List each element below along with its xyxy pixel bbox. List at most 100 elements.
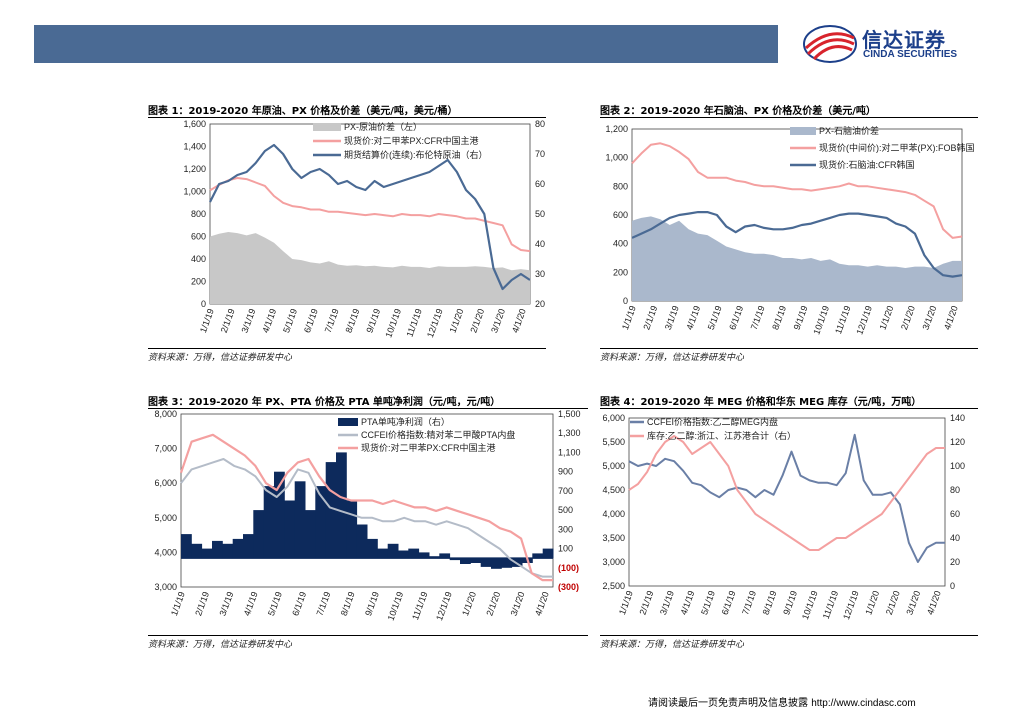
chart-1-ytick-right: 40 — [535, 239, 545, 249]
chart-3-ytick-right: 1,500 — [558, 410, 581, 419]
chart-1-ytick-left: 1,000 — [183, 187, 206, 197]
footer-url[interactable]: http://www.cindasc.com — [811, 698, 916, 709]
chart-panel-2: 图表 2：2019-2020 年石脑油、PX 价格及价差（美元/吨） 0 200 4… — [600, 102, 978, 364]
chart-2-xtick: 11/1/19 — [833, 304, 852, 335]
chart-1-xtick: 6/1/19 — [302, 307, 320, 334]
chart-1-title-rule — [148, 117, 546, 118]
chart-1-ytick-right: 50 — [535, 209, 545, 219]
chart-panel-4: 图表 4：2019-2020 年 MEG 价格和华东 MEG 库存（元/吨，万吨… — [600, 393, 978, 651]
chart-4-source: 资料来源：万得，信达证券研发中心 — [600, 640, 745, 650]
chart-3-ytick-left: 6,000 — [154, 478, 177, 488]
chart-3-series-1-bar — [284, 500, 296, 559]
chart-3-series-1-bar — [305, 510, 316, 559]
chart-3-series-1-bar — [325, 462, 337, 559]
chart-3-series-1-bar — [181, 534, 192, 559]
chart-3-legend-swatch — [338, 418, 358, 426]
chart-1-legend-swatch — [313, 123, 341, 131]
chart-3-ytick-right: 100 — [558, 544, 573, 554]
chart-3-ytick-right: 300 — [558, 524, 573, 534]
chart-4-xtick: 3/1/20 — [904, 589, 922, 616]
chart-1-source: 资料来源：万得，信达证券研发中心 — [148, 353, 293, 363]
chart-2-xtick: 12/1/19 — [854, 304, 874, 336]
chart-3-series-1-bar — [315, 486, 327, 559]
chart-1-legend-label: 现货价:对二甲苯PX:CFR中国主港 — [344, 135, 479, 146]
chart-4-ytick-left: 5,000 — [602, 461, 625, 471]
chart-4-plot-frame — [628, 417, 946, 587]
chart-3-series-3-line — [179, 433, 553, 582]
chart-3-xtick: 4/1/19 — [242, 590, 260, 617]
chart-1-xtick: 1/1/20 — [448, 307, 466, 334]
chart-1-ytick-left: 600 — [191, 232, 206, 242]
chart-2-ytick-left: 0 — [623, 296, 628, 306]
chart-2-ytick-left: 1,200 — [605, 124, 628, 134]
chart-3-series-1-bar — [377, 548, 389, 559]
chart-1-source-rule — [148, 348, 546, 349]
chart-2-xtick: 8/1/19 — [770, 304, 788, 331]
chart-3-ytick-left: 4,000 — [154, 547, 177, 557]
chart-3-series-1-bar — [222, 543, 234, 559]
chart-1-xtick: 9/1/19 — [364, 307, 382, 334]
chart-2-legend-label: PX-石脑油价差 — [819, 125, 879, 136]
chart-3-xtick: 10/1/19 — [386, 590, 406, 622]
chart-1-xtick: 8/1/19 — [344, 307, 362, 334]
chart-3-ytick-left: 8,000 — [154, 410, 177, 419]
chart-2-xtick: 1/1/19 — [620, 304, 638, 331]
chart-1-ytick-right: 60 — [535, 179, 545, 189]
chart-4-legend-label: CCFEI价格指数:乙二醇MEG内盘 — [647, 416, 778, 427]
chart-1-ytick-left: 800 — [191, 209, 206, 219]
chart-3-ytick-right: 1,100 — [558, 447, 581, 457]
chart-3-series-1-bar — [398, 550, 409, 559]
chart-4-ytick-left: 5,500 — [602, 437, 625, 447]
chart-2-source: 资料来源：万得，信达证券研发中心 — [600, 353, 745, 363]
chart-3-series-1-bar — [418, 552, 430, 559]
chart-4-xtick: 4/1/20 — [925, 589, 943, 616]
chart-3-series-1-bar — [532, 553, 544, 559]
chart-3-xtick: 7/1/19 — [315, 590, 333, 617]
chart-1-ytick-left: 0 — [201, 299, 206, 309]
chart-1-xtick: 3/1/19 — [240, 307, 258, 334]
chart-2-xtick: 4/1/19 — [684, 304, 702, 331]
chart-2-ytick-left: 400 — [613, 239, 628, 249]
chart-3-xtick: 9/1/19 — [363, 590, 381, 617]
chart-2-source-rule — [600, 348, 978, 349]
chart-2-xtick: 3/1/19 — [663, 304, 681, 331]
chart-3-xtick: 3/1/20 — [509, 590, 527, 617]
logo-chinese-name: 信达证券 — [862, 28, 946, 52]
chart-4-xtick: 3/1/19 — [658, 589, 676, 616]
chart-2-xtick: 3/1/20 — [920, 304, 938, 331]
chart-3-series-1-bar — [263, 486, 275, 559]
chart-1-xtick: 3/1/20 — [489, 307, 507, 334]
chart-2-ytick-left: 200 — [613, 267, 628, 277]
chart-2-svg: 0 200 400 600 800 1,000 1,200 1/1/19 2/1/19 3/1/1… — [605, 124, 975, 336]
chart-4-ytick-left: 6,000 — [602, 413, 625, 423]
header-banner — [34, 25, 778, 63]
chart-3-series-1-bar — [356, 524, 368, 559]
chart-3-xtick: 12/1/19 — [434, 590, 454, 622]
chart-4-xtick: 8/1/19 — [761, 589, 779, 616]
chart-2-legend-label: 现货价(中间价):对二甲苯(PX):FOB韩国 — [819, 142, 975, 153]
chart-4-ytick-left: 3,500 — [602, 533, 625, 543]
chart-4-xtick: 2/1/19 — [637, 589, 655, 616]
chart-4-series-2-line — [628, 435, 945, 551]
chart-2-title: 图表 2：2019-2020 年石脑油、PX 价格及价差（美元/吨） — [600, 106, 876, 117]
chart-3-series-1-bar — [253, 510, 265, 559]
chart-4-series-1-line — [628, 433, 945, 563]
chart-4-xtick: 1/1/19 — [617, 589, 635, 616]
footer-disclaimer: 请阅读最后一页免责声明及信息披露 — [648, 698, 808, 709]
chart-1-legend-label: 期货结算价(连续):布伦特原油（右） — [344, 149, 488, 160]
chart-3-xtick: 11/1/19 — [410, 590, 429, 621]
chart-4-ytick-right: 100 — [950, 461, 965, 471]
chart-1-ytick-left: 400 — [191, 254, 206, 264]
chart-1-ytick-right: 30 — [535, 269, 545, 279]
chart-4-svg: 2,500 3,000 3,500 4,000 4,500 5,000 5,500 6,000… — [602, 413, 965, 621]
logo-english-name: CINDA SECURITIES — [863, 49, 958, 60]
chart-4-xtick: 10/1/19 — [800, 589, 820, 621]
chart-panel-1: 图表 1：2019-2020 年原油、PX 价格及价差（美元/吨，美元/桶） 0… — [148, 102, 546, 364]
chart-3-series-1-bar — [274, 471, 285, 559]
chart-3-xtick: 6/1/19 — [290, 590, 308, 617]
chart-4-xtick: 9/1/19 — [781, 589, 799, 616]
chart-3-series-1-bar — [387, 543, 399, 559]
chart-2-xtick: 7/1/19 — [749, 304, 767, 331]
chart-3-xtick: 4/1/20 — [533, 590, 551, 617]
chart-3-legend-label: PTA单吨净利润（右） — [361, 416, 450, 427]
